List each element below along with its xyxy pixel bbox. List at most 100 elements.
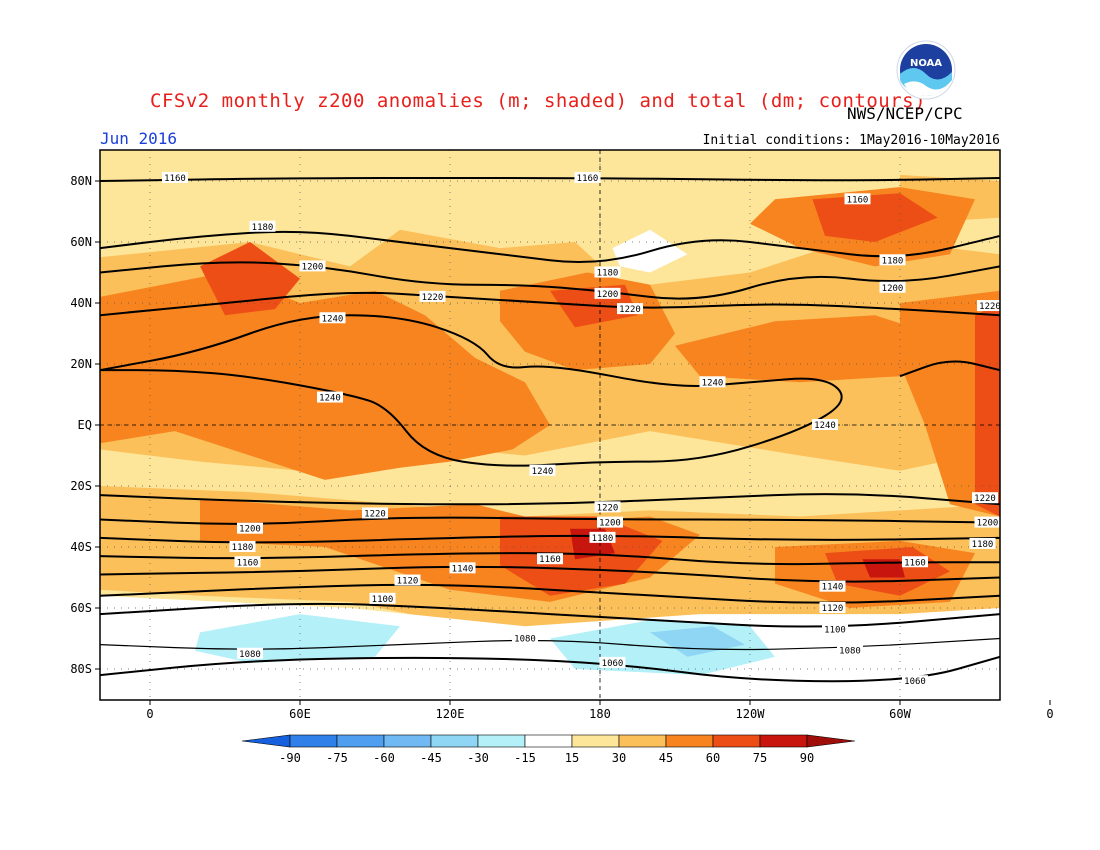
contour-label: 1220 — [617, 303, 643, 315]
contour-label: 1060 — [902, 675, 928, 687]
lon-tick-label: 60W — [889, 707, 911, 721]
contour-label: 1200 — [299, 260, 326, 272]
contour-label: 1180 — [249, 220, 276, 233]
contour-1080-south — [100, 637, 1000, 651]
contour-label: 1100 — [369, 592, 396, 605]
colorbar-tick-label: -45 — [420, 751, 442, 765]
colorbar-arrow-low — [241, 734, 291, 748]
anomaly-60-75-arctic — [812, 193, 938, 242]
colorbar-tick-label: -15 — [514, 751, 536, 765]
lon-tick-label: 120E — [436, 707, 465, 721]
colorbar-swatch — [665, 734, 714, 748]
contour-label: 1140 — [449, 562, 476, 574]
contour-label: 1220 — [977, 300, 1003, 312]
contour-label-text: 1200 — [977, 519, 999, 529]
contour-label: 1140 — [819, 580, 846, 593]
contour-label: 1220 — [419, 290, 446, 303]
contour-label: 1180 — [969, 537, 996, 550]
contour-label: 1220 — [594, 501, 621, 513]
contour-label-text: 1140 — [452, 564, 474, 574]
agency-label: NWS/NCEP/CPC — [847, 104, 963, 123]
colorbar-tick-label: 75 — [753, 751, 767, 765]
colorbar-swatch — [712, 734, 761, 748]
colorbar-swatch — [571, 734, 620, 748]
colorbar-tick-label: 60 — [706, 751, 720, 765]
contour-label: 1200 — [879, 281, 906, 294]
contour-label-text: 1220 — [364, 509, 386, 519]
colorbar-arrow-high — [806, 734, 856, 748]
colorbar-tick-label: -60 — [373, 751, 395, 765]
contour-label: 1180 — [589, 531, 616, 544]
contour-label-text: 1160 — [539, 555, 561, 565]
noaa-logo-text: NOAA — [910, 58, 942, 69]
colorbar-swatch — [430, 734, 479, 748]
anomaly-60-75-europe — [200, 242, 300, 316]
contour-1200-south — [100, 516, 1000, 525]
contour-label-text: 1100 — [372, 595, 394, 605]
contour-1140-south — [100, 565, 1000, 583]
contour-label: 1200 — [594, 287, 621, 300]
contour-label-text: 1160 — [237, 558, 259, 568]
contour-label: 1180 — [879, 254, 906, 266]
lat-tick-label: 60S — [70, 601, 92, 615]
colorbar-tick-label: 45 — [659, 751, 673, 765]
lon-tick-label: 120W — [736, 707, 766, 721]
contour-label-text: 1060 — [602, 659, 624, 669]
contour-label: 1080 — [512, 632, 538, 645]
colorbar-tick-label: 30 — [612, 751, 626, 765]
forecast-month: Jun 2016 — [100, 129, 178, 148]
contour-label-text: 1180 — [252, 223, 274, 233]
contour-label: 1180 — [229, 541, 256, 553]
contour-1240 — [100, 314, 843, 467]
contour-label-text: 1240 — [319, 394, 341, 404]
colorbar-swatch — [759, 734, 808, 748]
contour-label: 1160 — [162, 171, 188, 184]
contour-label: 1200 — [237, 522, 263, 535]
contour-label: 1240 — [317, 391, 343, 404]
colorbar-swatch — [383, 734, 432, 748]
colorbar-swatch — [477, 734, 526, 748]
contour-label-text: 1180 — [882, 256, 904, 266]
contour-label-text: 1220 — [979, 302, 1001, 312]
contour-label: 1160 — [902, 556, 928, 568]
lon-tick-label: 0 — [1046, 707, 1053, 721]
lat-tick-label: 20N — [70, 357, 92, 371]
contour-label-text: 1200 — [302, 262, 324, 272]
contour-label: 1120 — [819, 602, 846, 614]
colorbar-tick-label: -75 — [326, 751, 348, 765]
colorbar-swatch — [289, 734, 338, 748]
map-panel: 1160 1160 1160 1180 1200 1180 1180 1200 1200 1220… — [70, 149, 1054, 721]
contour-label-text: 1180 — [597, 269, 619, 279]
contour-label-text: 1160 — [847, 195, 869, 205]
initial-conditions: Initial conditions: 1May2016-10May2016 — [702, 133, 1000, 148]
colorbar-swatch — [336, 734, 385, 748]
lon-tick-label: 60E — [289, 707, 311, 721]
lat-tick-label: 40S — [70, 540, 92, 554]
contour-label-text: 1240 — [322, 314, 344, 324]
contour-label: 1160 — [537, 553, 563, 565]
contour-labels: 1160 1160 1160 1180 1200 1180 1180 1200 1200 1220… — [162, 171, 1003, 687]
anomaly-45-60-africa-asia — [100, 272, 550, 480]
contour-label-text: 1220 — [597, 503, 619, 513]
contour-label-text: 1160 — [164, 174, 186, 184]
lat-tick-label: 40N — [70, 296, 92, 310]
contour-1180-north — [100, 230, 1000, 264]
contour-label: 1180 — [594, 266, 621, 279]
contour-label-text: 1160 — [577, 174, 599, 184]
colorbar-swatch — [618, 734, 667, 748]
contour-label-text: 1220 — [619, 305, 641, 315]
contour-label-text: 1180 — [972, 540, 994, 550]
contour-label: 1200 — [974, 516, 1001, 529]
colorbar-tick-label: -30 — [467, 751, 489, 765]
contour-label: 1160 — [234, 556, 261, 568]
contour-label-text: 1200 — [882, 284, 904, 294]
anomaly-45-60-namerica — [675, 315, 950, 383]
colorbar-tick-label: 90 — [800, 751, 814, 765]
contour-1240-east — [899, 360, 1000, 378]
contour-label-text: 1160 — [904, 558, 926, 568]
contour-label-text: 1120 — [822, 604, 844, 614]
contour-1100-south — [100, 602, 1000, 628]
lat-tick-label: 20S — [70, 479, 92, 493]
contour-label: 1060 — [599, 656, 626, 669]
contour-label-text: 1180 — [592, 534, 614, 544]
